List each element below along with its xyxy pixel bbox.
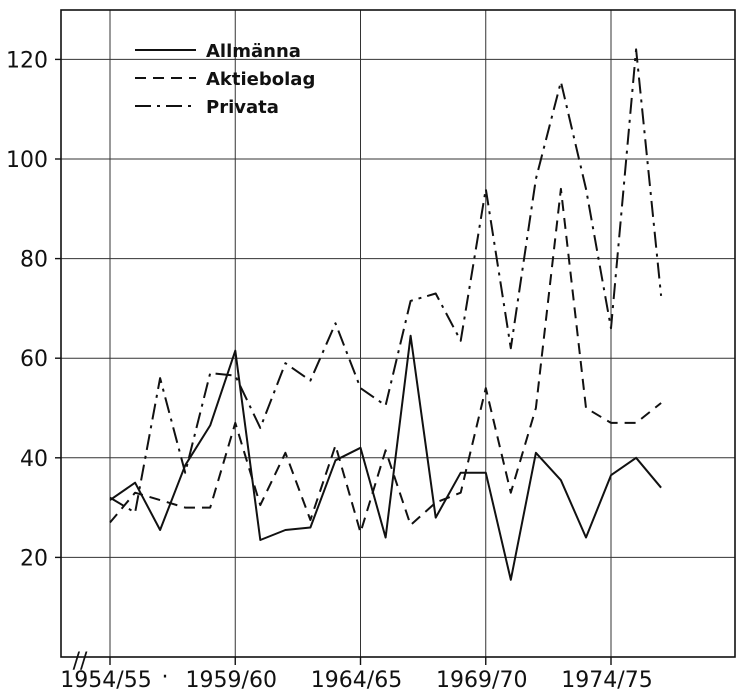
series-line-privata — [109, 48, 663, 514]
legend-label: Aktiebolag — [206, 69, 315, 90]
y-tick-label: 40 — [20, 447, 48, 472]
series-line-allm-nna — [109, 334, 662, 581]
y-tick-label: 100 — [6, 148, 48, 173]
series-lines — [109, 48, 663, 581]
x-axis: 1954/55 1959/60 1964/65 1969/70 1974/75 · // — [60, 649, 652, 692]
x-tick-label: 1969/70 — [436, 668, 527, 692]
axis-break-symbol: // — [73, 649, 88, 674]
y-axis: 20 40 60 80 100 120 — [6, 48, 61, 571]
x-tick-marker: · — [162, 665, 169, 690]
series-line-aktiebolag — [109, 187, 662, 534]
x-tick-label: 1974/75 — [561, 668, 652, 692]
x-tick-label: 1959/60 — [186, 668, 277, 692]
plot-frame — [60, 9, 736, 658]
x-tick-label: 1964/65 — [311, 668, 402, 692]
legend: Allmänna Aktiebolag Privata — [135, 41, 315, 118]
x-tick-label: 1954/55 — [60, 668, 151, 692]
y-tick-label: 80 — [20, 248, 48, 273]
grid — [61, 10, 735, 657]
legend-label: Privata — [206, 97, 279, 118]
y-tick-label: 20 — [20, 546, 48, 571]
y-tick-label: 60 — [20, 347, 48, 372]
legend-label: Allmänna — [206, 41, 301, 62]
y-tick-label: 120 — [6, 48, 48, 73]
